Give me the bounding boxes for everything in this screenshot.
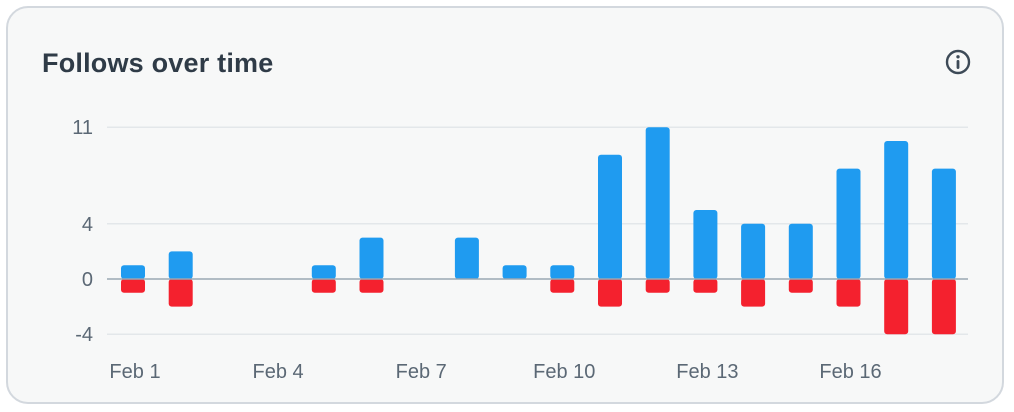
follows-bar-feb-18[interactable] [931,168,956,279]
x-tick-label: Feb 7 [396,361,447,383]
follows-bar-feb-8[interactable] [454,237,479,279]
unfollows-bar-feb-15[interactable] [788,279,813,293]
follows-bar-feb-1[interactable] [121,265,145,279]
x-axis-ticks: Feb 1 Feb 4 Feb 7 Feb 10 Feb 13 Feb 16 [109,361,881,383]
unfollows-bar-feb-18[interactable] [931,279,956,335]
unfollows-bar-feb-10[interactable] [550,279,575,293]
follows-bar-feb-6[interactable] [359,237,384,279]
y-axis-ticks: 11 4 0 -4 [72,117,93,346]
follows-bar-feb-16[interactable] [836,168,861,279]
y-tick-label: -4 [75,324,93,346]
follows-bar-feb-10[interactable] [550,265,575,279]
unfollows-bar-feb-12[interactable] [645,279,670,293]
x-tick-label: Feb 4 [253,361,304,383]
follows-bar-feb-14[interactable] [741,223,766,279]
follows-bar-feb-11[interactable] [598,154,622,279]
x-tick-label: Feb 1 [109,361,160,383]
unfollows-bar-feb-2[interactable] [168,279,193,307]
x-tick-label: Feb 10 [533,361,595,383]
unfollows-bar-feb-6[interactable] [359,279,384,293]
gridlines [107,126,968,335]
follows-bar-feb-17[interactable] [884,141,909,279]
y-tick-label: 4 [82,214,93,236]
card-title: Follows over time [42,48,274,78]
unfollows-bar-feb-14[interactable] [741,279,766,307]
unfollows-bar-feb-13[interactable] [693,279,718,293]
unfollows-bar-feb-1[interactable] [121,279,145,293]
bars [121,127,956,335]
follows-bar-feb-13[interactable] [693,210,718,279]
info-icon[interactable] [944,48,972,76]
y-tick-label: 11 [72,117,93,139]
follows-bar-feb-12[interactable] [645,127,670,279]
follows-bar-feb-15[interactable] [788,223,813,279]
unfollows-bar-feb-11[interactable] [598,279,622,307]
x-tick-label: Feb 16 [819,361,881,383]
y-tick-label: 0 [82,269,93,291]
unfollows-bar-feb-17[interactable] [884,279,909,335]
follows-bar-feb-5[interactable] [311,265,336,279]
follows-bar-feb-9[interactable] [502,265,527,279]
unfollows-bar-feb-5[interactable] [311,279,336,293]
x-tick-label: Feb 13 [676,361,738,383]
follows-bar-feb-2[interactable] [168,251,193,279]
unfollows-bar-feb-16[interactable] [836,279,861,307]
